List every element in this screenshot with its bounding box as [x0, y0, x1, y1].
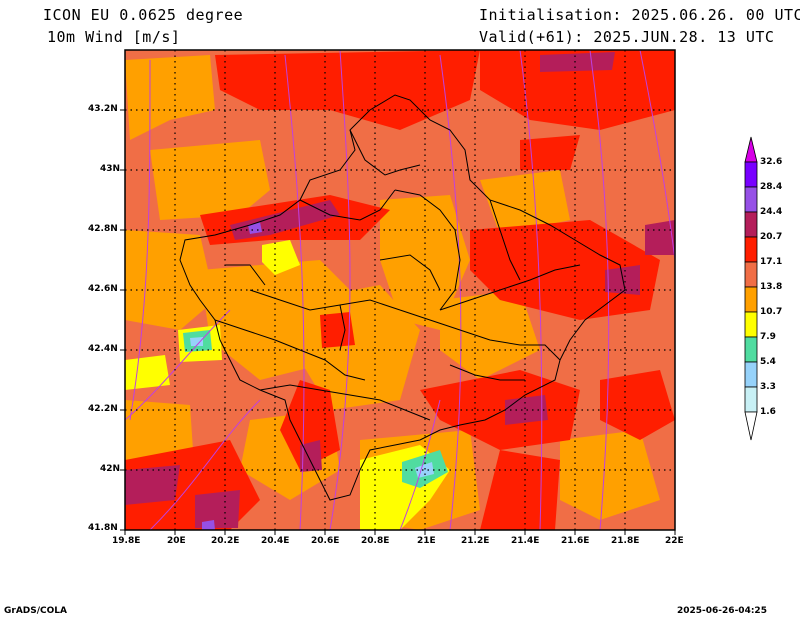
init-time: Initialisation: 2025.06.26. 00 UTC — [479, 6, 800, 24]
lon-tick-label: 21.6E — [561, 536, 590, 546]
colorbar-cap-bottom — [744, 411, 758, 441]
model-title: ICON EU 0.0625 degree — [43, 6, 244, 24]
lat-tick-label: 41.8N — [88, 523, 118, 533]
lat-tick-label: 42.2N — [88, 404, 118, 414]
lat-tick-label: 43.2N — [88, 104, 118, 114]
colorbar-cap-top — [744, 136, 758, 163]
lon-tick-label: 21.2E — [461, 536, 490, 546]
lat-tick-label: 43N — [100, 164, 121, 174]
colorbar-label: 5.4 — [760, 357, 776, 367]
lon-tick-label: 20.2E — [211, 536, 240, 546]
colorbar — [744, 136, 758, 441]
valid-time: Valid(+61): 2025.JUN.28. 13 UTC — [479, 28, 775, 46]
footer-timestamp: 2025-06-26-04:25 — [677, 606, 767, 616]
colorbar-label: 32.6 — [760, 157, 783, 167]
lon-tick-label: 20E — [167, 536, 186, 546]
colorbar-label: 20.7 — [760, 232, 783, 242]
variable-title: 10m Wind [m/s] — [47, 28, 181, 46]
lat-tick-label: 42.4N — [88, 344, 118, 354]
colorbar-label: 3.3 — [760, 382, 776, 392]
lon-tick-label: 20.8E — [361, 536, 390, 546]
lat-tick-label: 42.6N — [88, 284, 118, 294]
admin-borders — [179, 94, 626, 501]
lon-tick-label: 20.4E — [261, 536, 290, 546]
colorbar-label: 13.8 — [760, 282, 783, 292]
wind-field — [125, 50, 675, 530]
streamlines — [125, 50, 675, 530]
tick-marks — [120, 109, 676, 535]
lon-tick-label: 19.8E — [112, 536, 141, 546]
colorbar-label: 24.4 — [760, 207, 783, 217]
colorbar-label: 1.6 — [760, 407, 776, 417]
lon-tick-label: 21.8E — [611, 536, 640, 546]
colorbar-label: 17.1 — [760, 257, 783, 267]
lon-tick-label: 21.4E — [511, 536, 540, 546]
wind-band-orange — [125, 55, 660, 530]
lon-tick-label: 21E — [417, 536, 436, 546]
lat-tick-label: 42.8N — [88, 224, 118, 234]
wind-band-red — [125, 50, 675, 530]
lon-tick-label: 20.6E — [311, 536, 340, 546]
colorbar-label: 7.9 — [760, 332, 776, 342]
colorbar-label: 10.7 — [760, 307, 783, 317]
footer-software: GrADS/COLA — [4, 606, 67, 616]
lon-tick-label: 22E — [665, 536, 684, 546]
colorbar-label: 28.4 — [760, 182, 783, 192]
lat-tick-label: 42N — [100, 464, 121, 474]
